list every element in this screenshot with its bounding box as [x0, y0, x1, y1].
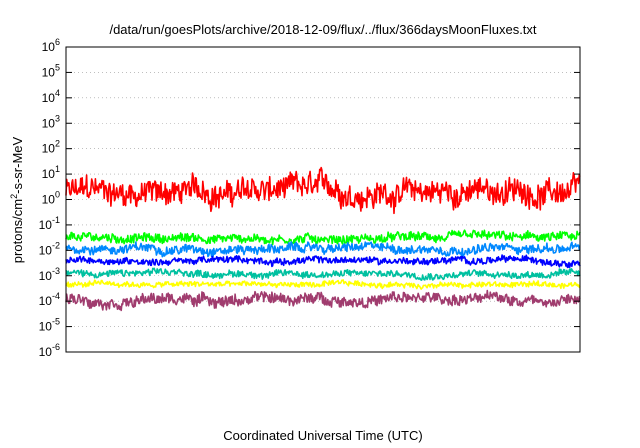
y-tick-label: 10-1	[39, 215, 60, 232]
y-tick-label: 10-6	[39, 342, 60, 359]
y-tick-label: 101	[42, 164, 60, 181]
series-line-4	[65, 254, 581, 269]
series-line-6	[65, 279, 581, 290]
series-line-3	[65, 241, 581, 259]
series-group	[65, 166, 581, 312]
y-tick-label: 103	[42, 113, 60, 130]
y-tick-label: 10-5	[39, 317, 60, 334]
series-line-1	[65, 166, 581, 215]
y-tick-label: 10-4	[39, 291, 60, 308]
series-line-5	[65, 267, 581, 282]
chart-title: /data/run/goesPlots/archive/2018-12-09/f…	[109, 22, 536, 37]
x-axis-label: Coordinated Universal Time (UTC)	[223, 428, 422, 443]
series-line-2	[65, 229, 581, 246]
series-line-7	[65, 289, 581, 312]
y-tick-label: 104	[42, 88, 60, 105]
y-axis: 10-6 10-5 10-4 10-3 10-2 10-1 100 101 102 103 104 1…	[39, 37, 580, 359]
y-tick-label: 10-2	[39, 240, 60, 257]
y-axis-label: protons/cm2-s-sr-MeV	[9, 136, 25, 263]
y-tick-label: 10-3	[39, 266, 60, 283]
y-tick-label: 106	[42, 37, 60, 54]
y-tick-label: 102	[42, 139, 60, 156]
y-tick-label: 105	[42, 62, 60, 79]
y-tick-label: 100	[42, 190, 60, 207]
